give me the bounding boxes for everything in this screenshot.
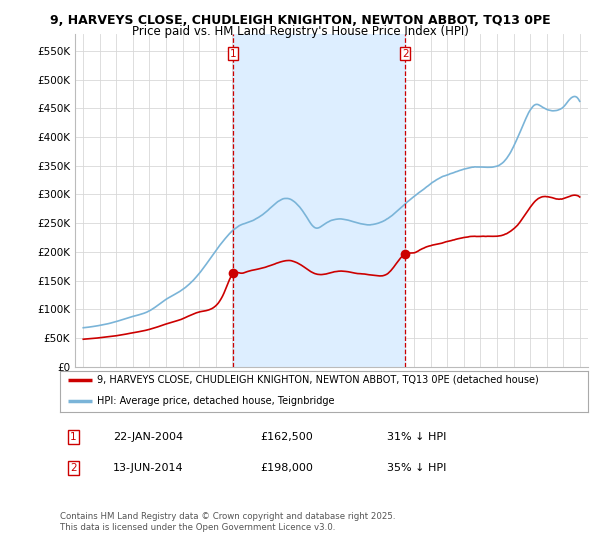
Text: 1: 1 [70,432,77,442]
Text: 1: 1 [230,49,236,59]
Text: 22-JAN-2004: 22-JAN-2004 [113,432,183,442]
Text: Price paid vs. HM Land Registry's House Price Index (HPI): Price paid vs. HM Land Registry's House … [131,25,469,38]
Bar [233,34,405,367]
Text: £198,000: £198,000 [260,463,314,473]
Text: 2: 2 [70,463,77,473]
Text: 35% ↓ HPI: 35% ↓ HPI [388,463,447,473]
Text: 31% ↓ HPI: 31% ↓ HPI [388,432,447,442]
Text: HPI: Average price, detached house, Teignbridge: HPI: Average price, detached house, Teig… [97,396,334,407]
Text: 2: 2 [402,49,409,59]
Text: 13-JUN-2014: 13-JUN-2014 [113,463,184,473]
Text: 9, HARVEYS CLOSE, CHUDLEIGH KNIGHTON, NEWTON ABBOT, TQ13 0PE: 9, HARVEYS CLOSE, CHUDLEIGH KNIGHTON, NE… [50,14,550,27]
Text: 9, HARVEYS CLOSE, CHUDLEIGH KNIGHTON, NEWTON ABBOT, TQ13 0PE (detached house): 9, HARVEYS CLOSE, CHUDLEIGH KNIGHTON, NE… [97,375,539,385]
Text: Contains HM Land Registry data © Crown copyright and database right 2025.
This d: Contains HM Land Registry data © Crown c… [60,512,395,532]
Text: £162,500: £162,500 [260,432,313,442]
